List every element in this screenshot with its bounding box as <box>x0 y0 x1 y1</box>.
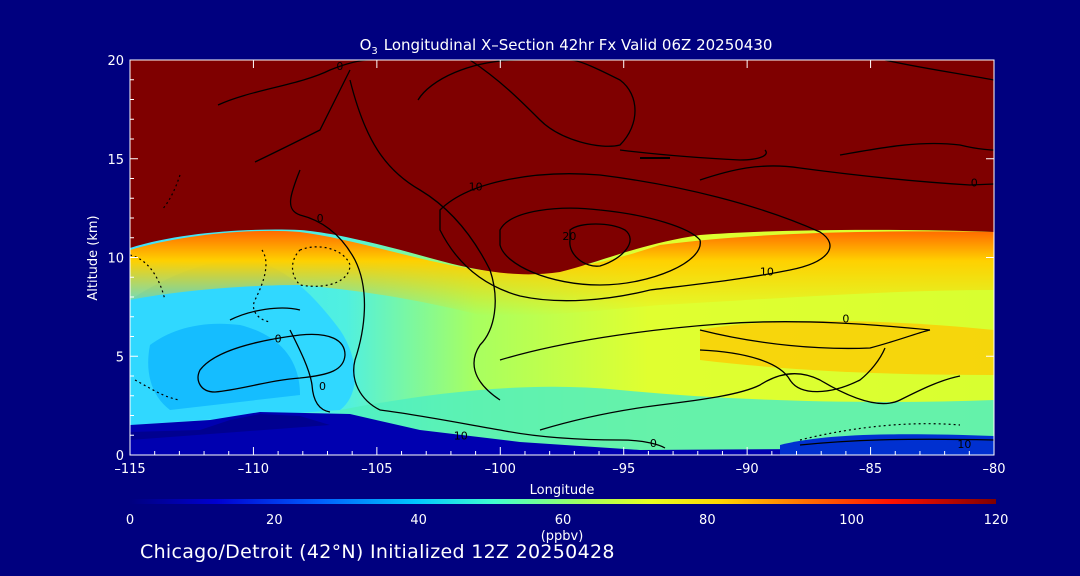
western-very-low-region <box>148 323 300 410</box>
colorbar-tick-label: 120 <box>984 513 1009 528</box>
contour-0-mid-right <box>699 329 931 350</box>
colorbar-tick-label: 40 <box>410 513 427 528</box>
contour-10-center-column <box>469 60 636 147</box>
contour-0-western-closed <box>197 333 346 393</box>
contour-label: 10 <box>760 265 774 278</box>
contour-0-mid <box>499 321 931 361</box>
contour-0-mid-lower <box>699 347 886 393</box>
dotted-contour-east <box>799 423 961 441</box>
x-tick-label: –85 <box>859 462 882 477</box>
terrain-surface-region <box>130 412 994 455</box>
init-time-footer: Chicago/Detroit (42°N) Initialized 12Z 2… <box>140 541 615 563</box>
x-tick-label: –105 <box>361 462 392 477</box>
y-tick-label: 0 <box>116 449 124 464</box>
y-axis-label: Altitude (km) <box>86 215 101 300</box>
contour-0-lower <box>539 373 961 431</box>
contour-label: 0 <box>319 380 326 393</box>
contour-10-upper-ring <box>439 173 831 302</box>
contour-label: 0 <box>275 332 282 345</box>
contour-label: 0 <box>971 176 978 189</box>
boundary-layer-region <box>340 386 994 450</box>
stratosphere-region <box>130 60 994 275</box>
y-tick-label: 5 <box>116 350 124 365</box>
contour-label: 0 <box>842 313 849 326</box>
contour-10-central <box>349 79 501 401</box>
x-tick-label: –110 <box>238 462 269 477</box>
colorbar-tick-label: 0 <box>126 513 134 528</box>
tropopause-transition-band <box>130 230 994 316</box>
contour-0-upper-left <box>254 69 351 163</box>
contour-0-eastern-upper <box>839 142 994 156</box>
contour-20-ring <box>499 207 701 286</box>
y-tick-label: 10 <box>107 252 124 267</box>
colorbar-ticks: 0 20 40 60 80 100 120 <box>126 513 1009 528</box>
y-axis: 0 5 10 15 20 <box>107 54 994 464</box>
x-axis: –115 –110 –105 –100 –95 –90 –85 –80 <box>114 60 1006 477</box>
contour-label: 10 <box>454 429 468 442</box>
x-tick-label: –115 <box>114 462 145 477</box>
contour-label: 0 <box>317 212 324 225</box>
contour-0-central <box>417 60 521 101</box>
contour-0-left-tongue <box>289 169 381 411</box>
contour-labels: 0 10 0 20 10 0 0 0 10 0 0 10 <box>275 60 978 451</box>
dotted-contour-lower-west <box>134 379 181 401</box>
terrain-dark-surface <box>130 414 330 440</box>
contour-0-surface-right <box>799 438 994 446</box>
contour-label: 20 <box>562 230 576 243</box>
dotted-contours <box>130 174 961 441</box>
dotted-contour-ring <box>291 246 351 287</box>
x-tick-label: –80 <box>982 462 1005 477</box>
x-tick-label: –100 <box>485 462 516 477</box>
contour-lines <box>197 60 994 449</box>
contour-10-lower <box>379 409 666 449</box>
contour-0-eastern-upper-2 <box>699 165 994 186</box>
contour-10-top-center <box>619 149 767 161</box>
y-tick-label: 20 <box>107 54 124 69</box>
colorbar-unit-label: (ppbv) <box>541 529 584 544</box>
colorbar-strip <box>130 499 996 504</box>
contour-0-left-lower <box>289 329 331 413</box>
chart-title: O3 Longitudinal X–Section 42hr Fx Valid 0… <box>360 36 773 57</box>
contour-0-western-upper <box>229 307 301 321</box>
contour-label: 10 <box>469 180 483 193</box>
contour-0-eastern-top <box>884 60 994 81</box>
contour-20-inner <box>569 223 631 267</box>
contour-label: 0 <box>650 437 657 450</box>
y-tick-label: 15 <box>107 153 124 168</box>
contour-stratospheric-10-left <box>217 60 371 106</box>
contour-label: 10 <box>957 438 971 451</box>
x-tick-label: –90 <box>736 462 759 477</box>
colorbar-tick-label: 80 <box>699 513 716 528</box>
x-axis-label: Longitude <box>530 483 595 498</box>
plot-area: 0 10 0 20 10 0 0 0 10 0 0 10 <box>130 60 994 455</box>
colorbar-tick-label: 100 <box>839 513 864 528</box>
colorbar-tick-label: 60 <box>555 513 572 528</box>
dotted-contour-west-2 <box>161 174 181 211</box>
colorbar: 0 20 40 60 80 100 120 (ppbv) <box>126 499 1009 544</box>
colorbar-tick-label: 20 <box>266 513 283 528</box>
contour-label: 0 <box>336 60 343 73</box>
x-tick-label: –95 <box>612 462 635 477</box>
